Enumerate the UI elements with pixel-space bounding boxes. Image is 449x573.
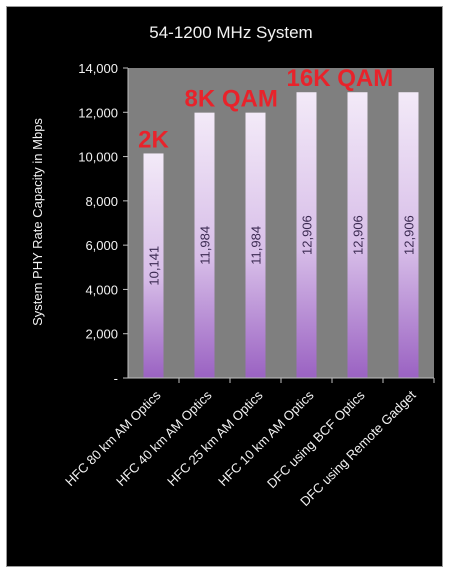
plot-area <box>128 68 434 378</box>
annotation-label: 8K QAM <box>185 86 278 113</box>
bar <box>143 153 164 378</box>
bar-value-label: 12,906 <box>300 215 315 255</box>
x-tick-label: HFC 10 km AM Optics <box>215 387 317 489</box>
y-tick-label: 8,000 <box>85 194 118 209</box>
bar <box>245 112 266 378</box>
bar-value-label: 10,141 <box>147 246 162 286</box>
annotation-label: 2K <box>138 126 169 153</box>
y-tick-label: - <box>114 371 118 386</box>
y-tick-label: 12,000 <box>78 105 118 120</box>
x-tick-label: HFC 80 km AM Optics <box>62 387 164 489</box>
x-tick-label: HFC 25 km AM Optics <box>164 387 266 489</box>
x-tick-label: HFC 40 km AM Optics <box>113 387 215 489</box>
y-tick-label: 2,000 <box>85 327 118 342</box>
bar-value-label: 11,984 <box>198 226 213 265</box>
y-axis: - 2,000 4,000 6,000 8,000 10,000 12,000 14,000 <box>78 61 129 386</box>
x-tick-label: DFC using BCF Optics <box>264 387 368 491</box>
y-tick-label: 6,000 <box>85 238 118 253</box>
value-labels: 10,141 11,984 11,984 12,906 12,906 12,906 <box>147 215 417 285</box>
bar-value-label: 12,906 <box>402 215 417 255</box>
bar <box>347 92 368 378</box>
y-tick-label: 10,000 <box>78 150 118 165</box>
annotations: 2K 8K QAM 16K QAM <box>138 65 393 153</box>
y-tick-label: 14,000 <box>78 61 118 76</box>
bar <box>194 112 215 378</box>
y-tick-label: 4,000 <box>85 282 118 297</box>
chart-title: 54-1200 MHz System <box>149 23 312 42</box>
y-axis-label: System PHY Rate Capacity in Mbps <box>30 118 45 326</box>
bar <box>296 92 317 378</box>
bar <box>398 92 419 378</box>
bar-series <box>143 92 419 378</box>
bar-value-label: 11,984 <box>249 226 264 265</box>
annotation-label: 16K QAM <box>287 65 394 92</box>
bar-value-label: 12,906 <box>351 215 366 255</box>
